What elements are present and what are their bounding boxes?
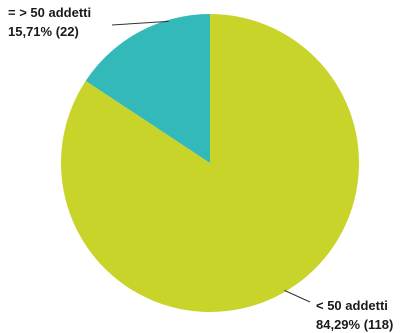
slice-label-small: = > 50 addetti 15,71% (22) — [8, 5, 91, 39]
slice-label-large: < 50 addetti 84,29% (118) — [316, 298, 393, 332]
leader-line-large — [284, 289, 311, 303]
slice-label-small-value: 15,71% (22) — [8, 24, 79, 39]
slice-label-large-value: 84,29% (118) — [316, 317, 393, 332]
slice-less-than-50 — [61, 14, 360, 313]
leader-lines — [111, 20, 311, 303]
slice-50-or-more — [85, 14, 210, 163]
slice-label-small-name: = > 50 addetti — [8, 5, 91, 20]
leader-line-small — [111, 20, 169, 26]
slice-label-large-name: < 50 addetti — [316, 298, 388, 313]
slices-layer — [61, 14, 360, 313]
